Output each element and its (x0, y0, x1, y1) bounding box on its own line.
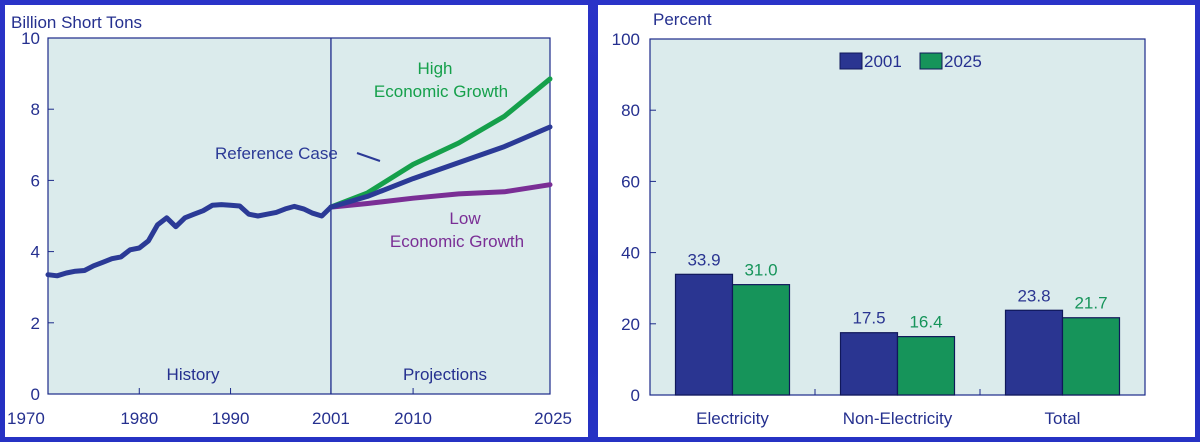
y-axis-title: Billion Short Tons (11, 13, 142, 32)
y-tick-label: 60 (621, 172, 640, 191)
series-line (45, 202, 334, 279)
y-axis-title: Percent (653, 10, 712, 29)
reference-case-leader (356, 152, 381, 162)
bar-value-label: 21.7 (1074, 294, 1107, 313)
legend-label: 2001 (864, 52, 902, 71)
x-tick-label: 2010 (394, 409, 432, 428)
x-tick-label: 1990 (212, 409, 250, 428)
reference-case-label: Reference Case (215, 144, 338, 163)
high-growth-label-line1: High (418, 59, 453, 78)
y-tick-label: 6 (31, 171, 40, 190)
y-tick-label: 8 (31, 100, 40, 119)
series-line (328, 76, 553, 210)
y-tick-label: 2 (31, 314, 40, 333)
bar-value-label: 16.4 (909, 313, 942, 332)
x-tick-label: 1970 (7, 409, 45, 428)
legend-swatch (839, 52, 863, 70)
y-tick-label: 10 (21, 29, 40, 48)
bar-chart-svg: Percent 0 20 40 60 80 100 Electricity 33.9 31.0 No… (612, 10, 1146, 428)
x-tick-label: 2001 (312, 409, 350, 428)
bar-2001-electricity (674, 273, 734, 396)
y-tick-label: 80 (621, 101, 640, 120)
bar-value-label: 31.0 (744, 261, 777, 280)
bar-2001-total (1004, 309, 1064, 396)
high-growth-label-line2: Economic Growth (374, 82, 508, 101)
bar-chart-panel: Percent 0 20 40 60 80 100 Electricity 33.9 31.0 No… (598, 5, 1195, 437)
bar-value-label: 23.8 (1017, 286, 1050, 305)
x-tick-label: 1980 (120, 409, 158, 428)
series-line (328, 124, 553, 210)
line-chart-panel: Billion Short Tons 0 2 4 6 8 10 1970 1980 1990 200… (5, 5, 588, 437)
bar-value-label: 17.5 (852, 309, 885, 328)
y-tick-label: 40 (621, 244, 640, 263)
series-line (328, 182, 553, 210)
y-tick-label: 100 (612, 30, 640, 49)
projections-label: Projections (403, 365, 487, 384)
y-tick-label: 20 (621, 315, 640, 334)
x-category-label: Total (1045, 409, 1081, 428)
low-growth-label-line1: Low (449, 209, 481, 228)
low-growth-label-line2: Economic Growth (390, 232, 524, 251)
bar-2001-non-electricity (839, 332, 899, 396)
x-category-label: Electricity (696, 409, 769, 428)
y-tick-label: 0 (631, 386, 640, 405)
bar-2025-electricity (731, 284, 791, 396)
line-chart-svg: Billion Short Tons 0 2 4 6 8 10 1970 1980 1990 200… (7, 13, 572, 428)
legend-label: 2025 (944, 52, 982, 71)
x-tick-label: 2025 (534, 409, 572, 428)
y-tick-label: 4 (31, 243, 40, 262)
bar-value-label: 33.9 (687, 250, 720, 269)
plot-area (47, 37, 551, 395)
bar-2025-non-electricity (896, 336, 956, 396)
history-label: History (167, 365, 220, 384)
legend-swatch (919, 52, 943, 70)
y-tick-label: 0 (31, 385, 40, 404)
x-category-label: Non-Electricity (843, 409, 953, 428)
bar-2025-total (1061, 317, 1121, 396)
